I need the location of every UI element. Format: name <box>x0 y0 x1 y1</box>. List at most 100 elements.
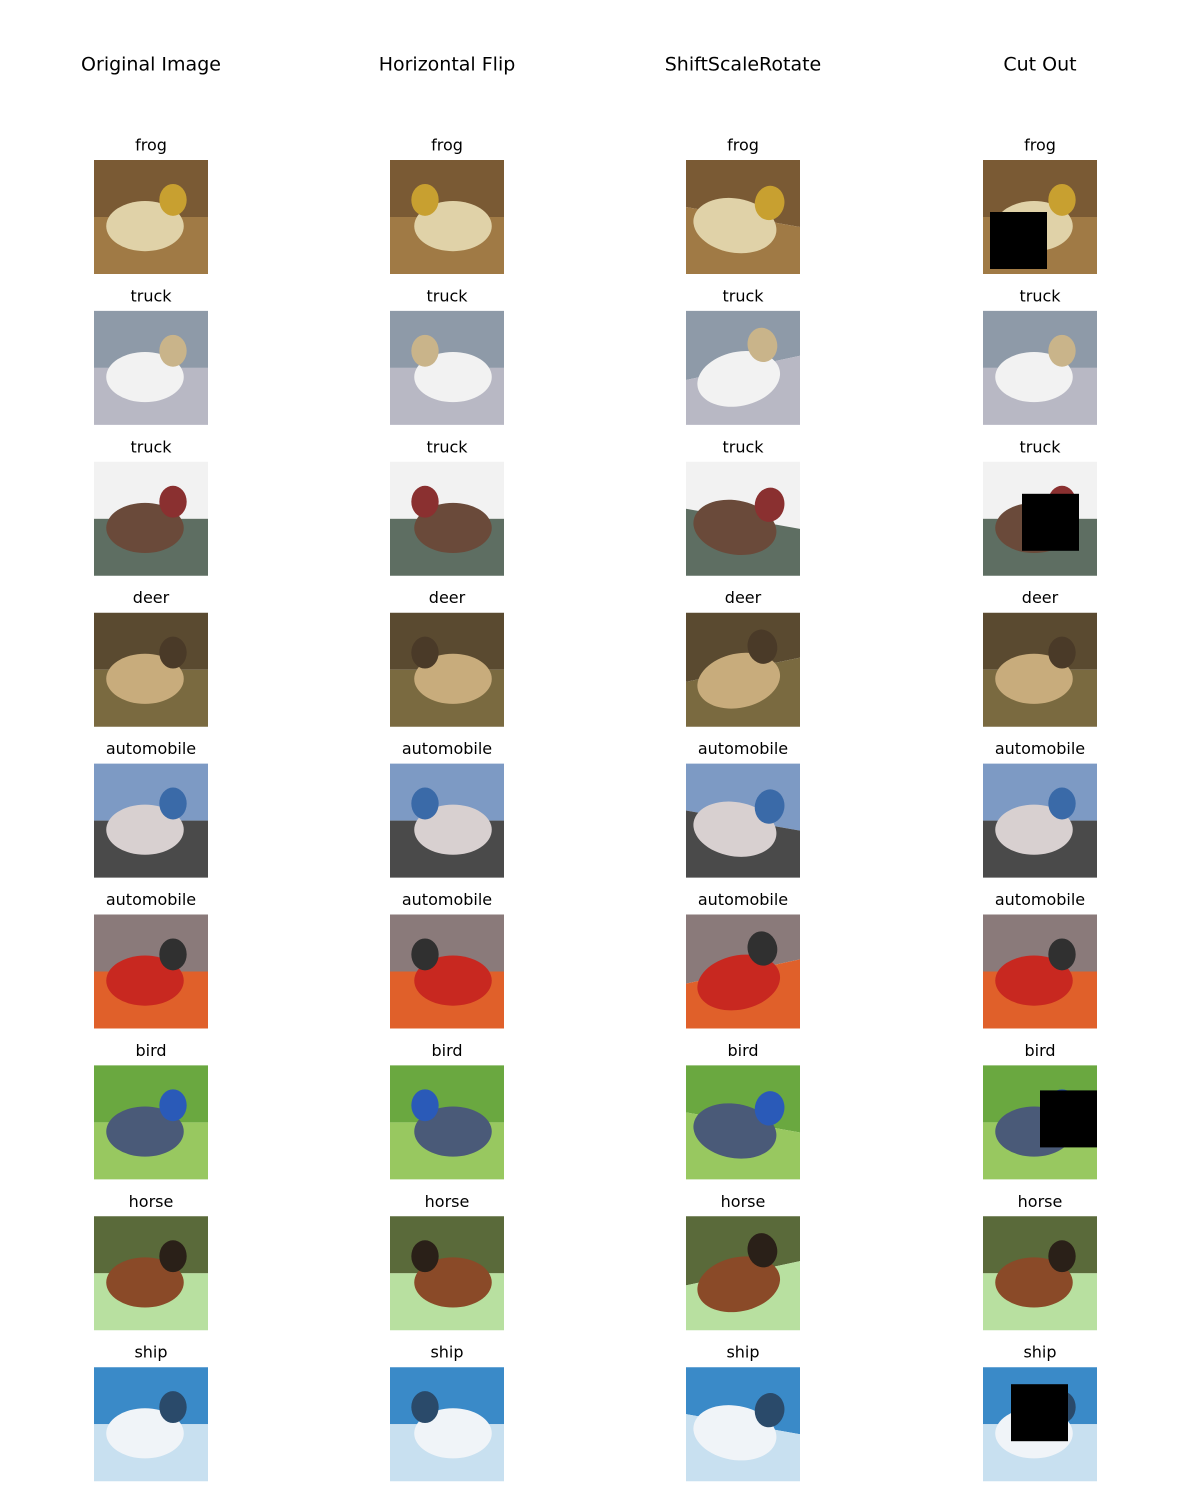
cutout <box>1022 493 1079 551</box>
cutout <box>990 212 1047 269</box>
subject <box>693 1405 777 1461</box>
image-label: automobile <box>995 890 1085 909</box>
image-label: deer <box>133 588 170 607</box>
image <box>686 310 800 425</box>
image <box>983 1367 1097 1482</box>
image-label: frog <box>135 136 167 155</box>
accent <box>411 334 439 367</box>
subject <box>697 652 781 709</box>
subject <box>414 653 492 704</box>
bg-bottom <box>686 504 800 576</box>
bg-top <box>686 310 800 386</box>
image-content <box>686 612 800 727</box>
subject <box>106 1257 184 1308</box>
image-body <box>983 612 1097 727</box>
accent <box>159 485 187 518</box>
image <box>94 461 208 576</box>
image-content <box>686 1367 800 1482</box>
image <box>94 1367 208 1482</box>
image-body <box>983 914 1097 1029</box>
image-content <box>94 310 208 425</box>
image-content <box>390 1367 504 1482</box>
image <box>390 914 504 1029</box>
accent <box>1048 636 1076 669</box>
image-body <box>390 160 504 274</box>
image-content <box>983 1367 1097 1482</box>
image <box>94 914 208 1029</box>
accent <box>411 485 439 518</box>
subject <box>693 1103 777 1159</box>
image-label: ship <box>1023 1343 1056 1362</box>
image-body <box>94 1065 208 1180</box>
image-label: truck <box>1019 286 1061 305</box>
image-label: automobile <box>106 890 196 909</box>
image-content <box>94 461 208 576</box>
accent <box>159 1391 187 1424</box>
image-body <box>390 1065 504 1180</box>
image-label: truck <box>722 437 764 456</box>
image-content <box>94 1367 208 1482</box>
image-content <box>686 310 800 425</box>
image-content <box>686 1216 800 1331</box>
subject <box>697 1256 781 1313</box>
image-content <box>983 763 1097 878</box>
column-title: Original Image <box>81 54 221 76</box>
bg-top <box>686 1216 800 1291</box>
image-content <box>94 914 208 1029</box>
image-body <box>390 310 504 425</box>
image-label: truck <box>426 286 468 305</box>
image-label: truck <box>426 437 468 456</box>
accent <box>754 487 785 522</box>
image-content <box>686 160 800 274</box>
subject <box>693 801 777 857</box>
accent <box>754 789 785 824</box>
subject <box>106 201 184 252</box>
subject <box>106 1408 184 1459</box>
image <box>686 1367 800 1482</box>
image-content <box>686 763 800 878</box>
subject <box>106 653 184 704</box>
accent <box>159 938 187 971</box>
accent <box>1048 183 1076 216</box>
image <box>686 763 800 878</box>
image-content <box>390 612 504 727</box>
accent <box>159 787 187 820</box>
bg-bottom <box>686 806 800 878</box>
accent <box>1048 1240 1076 1273</box>
image-body <box>390 612 504 727</box>
image <box>390 763 504 878</box>
image <box>686 160 800 274</box>
subject <box>693 197 777 254</box>
image-label: bird <box>135 1041 166 1060</box>
subject <box>414 351 492 403</box>
image-body <box>390 461 504 576</box>
image <box>686 914 800 1029</box>
image <box>983 612 1097 727</box>
accent <box>159 183 187 216</box>
accent <box>1048 334 1076 367</box>
accent <box>747 629 778 664</box>
image <box>983 461 1097 576</box>
image-content <box>390 1065 504 1180</box>
image <box>686 1216 800 1331</box>
image-body <box>686 763 800 878</box>
accent <box>747 327 778 363</box>
image-label: deer <box>725 588 762 607</box>
image <box>94 310 208 425</box>
subject <box>995 351 1073 403</box>
image-body <box>686 1065 800 1180</box>
accent <box>411 938 439 971</box>
image-content <box>94 1065 208 1180</box>
image-content <box>390 160 504 274</box>
image-label: deer <box>429 588 466 607</box>
bg-bottom <box>686 202 800 274</box>
image-label: truck <box>722 286 764 305</box>
image-label: automobile <box>106 739 196 758</box>
image-body <box>686 612 800 727</box>
subject <box>697 350 781 407</box>
image-content <box>94 763 208 878</box>
image-label: automobile <box>402 890 492 909</box>
image <box>983 310 1097 425</box>
image <box>390 461 504 576</box>
cutout <box>1040 1090 1097 1148</box>
